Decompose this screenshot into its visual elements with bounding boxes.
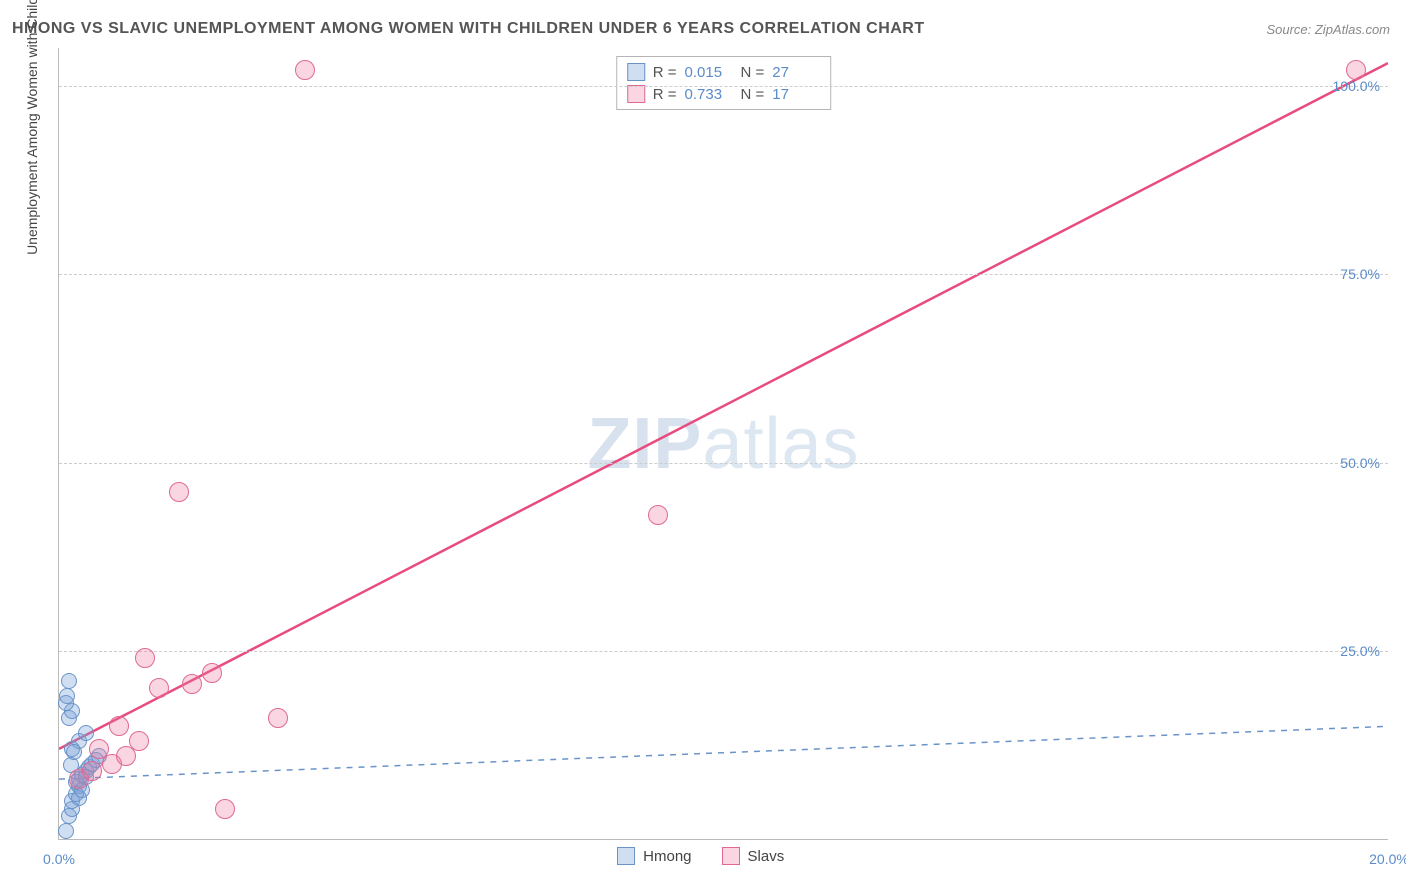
n-value-slavs: 17	[772, 86, 820, 103]
legend-stats-box: R = 0.015 N = 27 R = 0.733 N = 17	[616, 56, 832, 110]
y-tick-label: 75.0%	[1340, 266, 1380, 282]
watermark-prefix: ZIP	[587, 404, 702, 484]
scatter-point	[66, 744, 82, 760]
scatter-point	[89, 739, 109, 759]
scatter-point	[61, 673, 77, 689]
x-tick-label: 20.0%	[1369, 851, 1406, 867]
trend-line	[59, 726, 1388, 779]
y-tick-label: 25.0%	[1340, 643, 1380, 659]
scatter-point	[268, 708, 288, 728]
x-tick-label: 0.0%	[43, 851, 75, 867]
scatter-point	[202, 663, 222, 683]
bottom-legend-hmong: Hmong	[617, 847, 691, 865]
source-label: Source: ZipAtlas.com	[1266, 22, 1390, 37]
scatter-point	[109, 716, 129, 736]
watermark: ZIPatlas	[587, 403, 859, 485]
plot-area: ZIPatlas R = 0.015 N = 27 R = 0.733 N = …	[58, 48, 1388, 840]
trend-line	[59, 63, 1388, 749]
scatter-point	[129, 731, 149, 751]
scatter-point	[82, 761, 102, 781]
r-label: R =	[653, 86, 677, 103]
n-label: N =	[741, 86, 765, 103]
legend-swatch-hmong	[617, 847, 635, 865]
grid-line	[59, 463, 1388, 464]
legend-label-hmong: Hmong	[643, 848, 691, 865]
n-value-hmong: 27	[772, 64, 820, 81]
watermark-suffix: atlas	[702, 404, 859, 484]
grid-line	[59, 86, 1388, 87]
legend-swatch-hmong	[627, 63, 645, 81]
scatter-point	[78, 725, 94, 741]
y-tick-label: 50.0%	[1340, 455, 1380, 471]
n-label: N =	[741, 64, 765, 81]
legend-swatch-slavs	[722, 847, 740, 865]
scatter-point	[149, 678, 169, 698]
scatter-point	[169, 482, 189, 502]
r-label: R =	[653, 64, 677, 81]
legend-stat-row-hmong: R = 0.015 N = 27	[627, 61, 821, 83]
bottom-legend-slavs: Slavs	[722, 847, 785, 865]
bottom-legend: Hmong Slavs	[617, 847, 784, 865]
chart-title: HMONG VS SLAVIC UNEMPLOYMENT AMONG WOMEN…	[12, 20, 925, 38]
scatter-point	[215, 799, 235, 819]
scatter-point	[182, 674, 202, 694]
r-value-slavs: 0.733	[685, 86, 733, 103]
scatter-point	[648, 505, 668, 525]
r-value-hmong: 0.015	[685, 64, 733, 81]
chart-svg	[59, 48, 1388, 839]
grid-line	[59, 274, 1388, 275]
legend-label-slavs: Slavs	[748, 848, 785, 865]
scatter-point	[135, 648, 155, 668]
scatter-point	[295, 60, 315, 80]
grid-line	[59, 651, 1388, 652]
scatter-point	[59, 688, 75, 704]
y-axis-label: Unemployment Among Women with Children U…	[24, 0, 40, 255]
scatter-point	[1346, 60, 1366, 80]
legend-swatch-slavs	[627, 85, 645, 103]
scatter-point	[58, 823, 74, 839]
y-tick-label: 100.0%	[1333, 78, 1380, 94]
